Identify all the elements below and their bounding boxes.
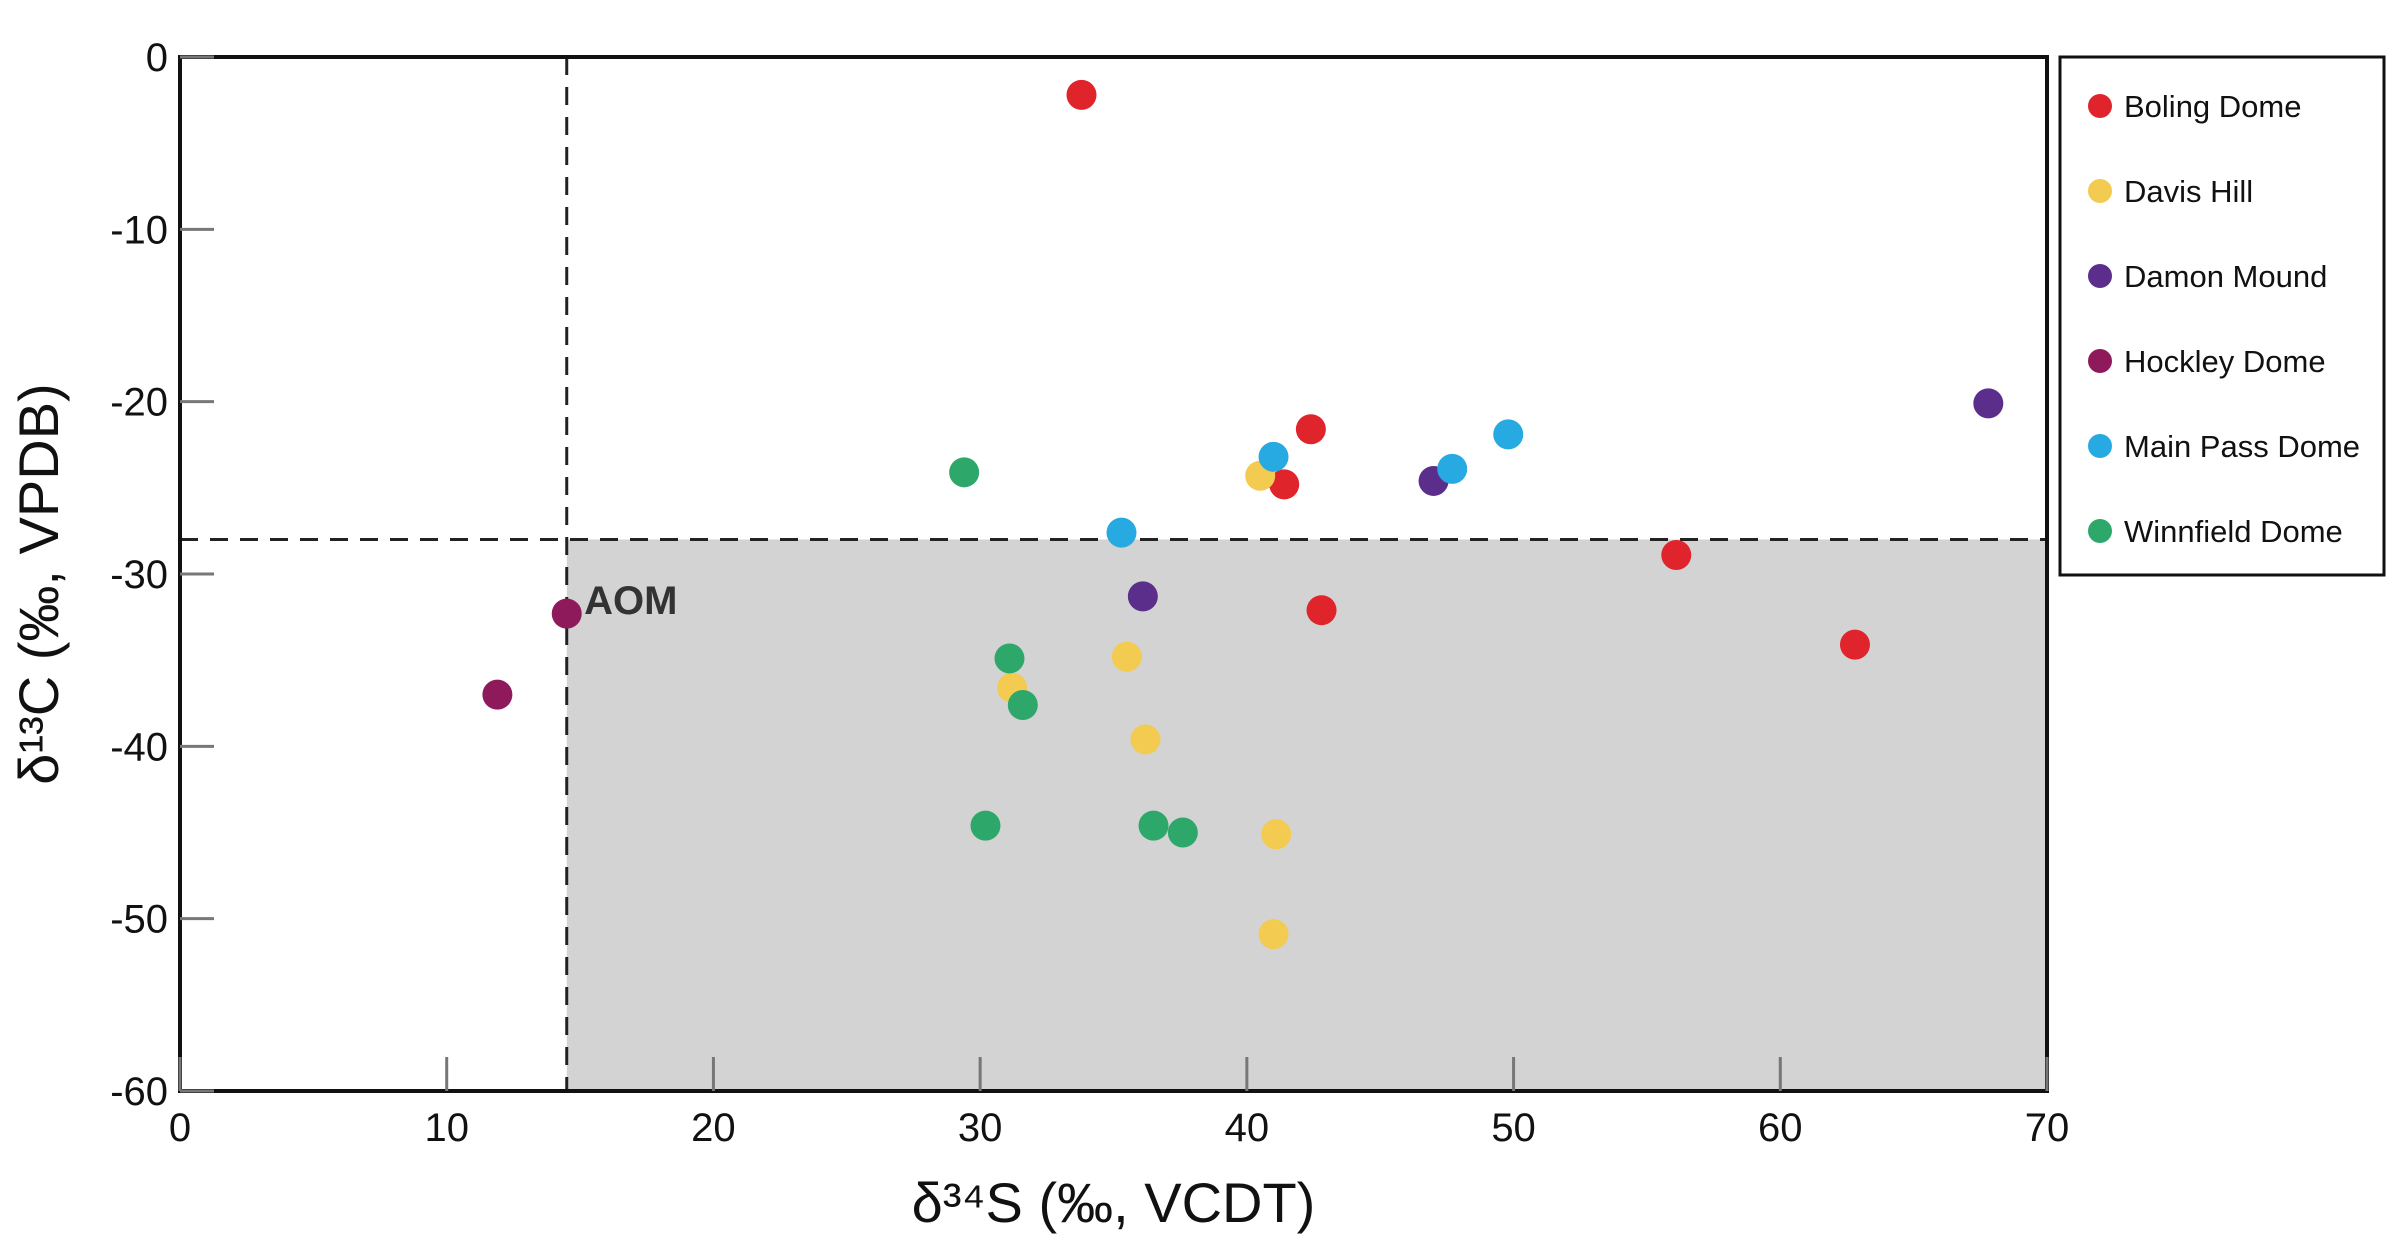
data-point-main-pass-dome (1493, 419, 1524, 450)
aom-shaded-region (566, 539, 2047, 1091)
y-tick-label: -50 (110, 898, 168, 942)
data-point-boling-dome (1295, 414, 1326, 445)
legend-marker (2088, 179, 2112, 203)
legend-marker (2088, 94, 2112, 118)
legend-marker (2088, 519, 2112, 543)
data-point-main-pass-dome (1106, 517, 1137, 548)
legend-label: Boling Dome (2124, 89, 2301, 124)
legend-box (2058, 55, 2386, 577)
y-tick-label: 0 (146, 36, 168, 80)
data-point-winnfield-dome (970, 810, 1001, 841)
y-tick-label: -30 (110, 553, 168, 597)
data-point-davis-hill (1261, 819, 1292, 850)
data-point-boling-dome (1839, 629, 1870, 660)
legend-label: Davis Hill (2124, 174, 2253, 209)
data-point-davis-hill (1130, 724, 1161, 755)
x-tick-label: 0 (169, 1106, 191, 1150)
data-point-hockley-dome (551, 598, 582, 629)
data-point-davis-hill (1111, 641, 1142, 672)
x-tick-label: 50 (1491, 1106, 1536, 1150)
data-point-boling-dome (1661, 540, 1692, 571)
x-tick-label: 30 (958, 1106, 1003, 1150)
data-point-damon-mound (1127, 581, 1158, 612)
data-point-winnfield-dome (1167, 817, 1198, 848)
legend-label: Damon Mound (2124, 259, 2327, 294)
legend-label: Main Pass Dome (2124, 429, 2360, 464)
y-axis-title: δ¹³C (‰, VPDB) (7, 383, 70, 784)
x-axis-title: δ³⁴S (‰, VCDT) (912, 1171, 1316, 1234)
data-point-winnfield-dome (1007, 689, 1038, 720)
legend-marker (2088, 264, 2112, 288)
data-point-winnfield-dome (949, 457, 980, 488)
legend-marker (2088, 434, 2112, 458)
legend-label: Hockley Dome (2124, 344, 2326, 379)
data-point-boling-dome (1066, 79, 1097, 110)
x-tick-label: 10 (424, 1106, 469, 1150)
aom-label: AOM (584, 579, 677, 623)
data-point-davis-hill (1258, 919, 1289, 950)
legend: Boling Dome Davis Hill Damon Mound Hockley … (2058, 55, 2386, 577)
data-point-boling-dome (1269, 469, 1300, 500)
data-point-hockley-dome (482, 679, 513, 710)
data-point-winnfield-dome (1138, 810, 1169, 841)
legend-label: Winnfield Dome (2124, 514, 2343, 549)
x-tick-label: 60 (1758, 1106, 1803, 1150)
x-tick-label: 40 (1225, 1106, 1270, 1150)
data-point-main-pass-dome (1437, 453, 1468, 484)
data-point-damon-mound (1973, 388, 2004, 419)
legend-marker (2088, 349, 2112, 373)
x-tick-label: 70 (2025, 1106, 2070, 1150)
x-tick-label: 20 (691, 1106, 736, 1150)
data-point-winnfield-dome (994, 643, 1025, 674)
y-tick-label: -60 (110, 1070, 168, 1114)
y-tick-label: -40 (110, 725, 168, 769)
y-tick-label: -10 (110, 208, 168, 252)
y-tick-label: -20 (110, 381, 168, 425)
data-point-main-pass-dome (1258, 441, 1289, 472)
data-point-boling-dome (1306, 595, 1337, 626)
